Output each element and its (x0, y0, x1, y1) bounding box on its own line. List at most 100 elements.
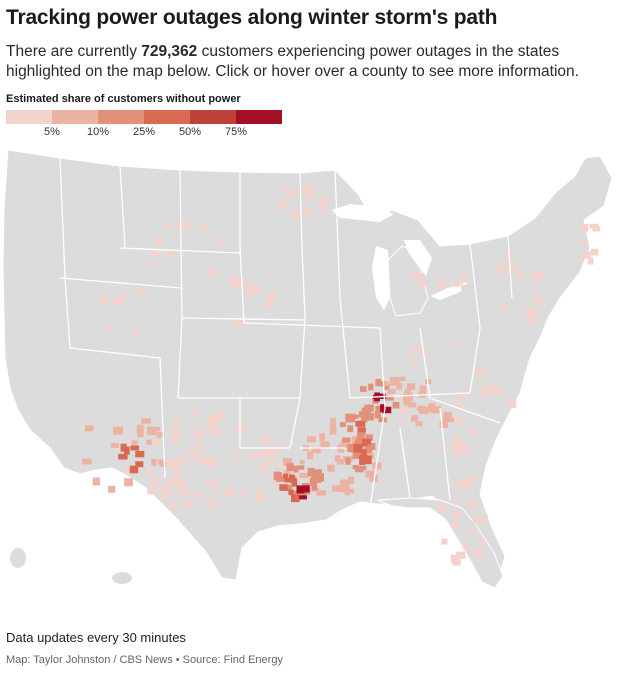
county-shape[interactable] (311, 482, 318, 491)
county-shape[interactable] (288, 489, 294, 496)
county-shape[interactable] (181, 490, 191, 496)
county-shape[interactable] (260, 465, 267, 474)
county-shape[interactable] (130, 445, 140, 451)
county-shape[interactable] (467, 501, 477, 508)
county-shape[interactable] (311, 471, 319, 481)
county-shape[interactable] (141, 418, 151, 424)
county-shape[interactable] (124, 446, 130, 455)
county-shape[interactable] (466, 529, 477, 534)
county-shape[interactable] (590, 248, 599, 256)
county-shape[interactable] (307, 451, 314, 460)
county-shape[interactable] (480, 387, 489, 396)
county-shape[interactable] (196, 455, 206, 462)
county-shape[interactable] (507, 400, 517, 409)
county-shape[interactable] (375, 405, 382, 412)
county-shape[interactable] (347, 425, 354, 433)
county-shape[interactable] (364, 447, 373, 454)
county-shape[interactable] (441, 538, 448, 545)
county-shape[interactable] (197, 422, 203, 429)
county-shape[interactable] (264, 460, 275, 466)
county-shape[interactable] (524, 310, 533, 318)
county-shape[interactable] (150, 264, 158, 269)
county-shape[interactable] (190, 408, 198, 416)
county-shape[interactable] (344, 488, 350, 496)
county-shape[interactable] (153, 477, 159, 485)
county-shape[interactable] (343, 483, 350, 491)
county-shape[interactable] (401, 420, 409, 426)
county-shape[interactable] (178, 484, 184, 493)
county-shape[interactable] (220, 410, 226, 420)
county-shape[interactable] (383, 381, 389, 387)
county-shape[interactable] (366, 443, 376, 451)
county-shape[interactable] (417, 273, 424, 280)
county-shape[interactable] (357, 431, 365, 439)
county-shape[interactable] (439, 420, 448, 428)
county-shape[interactable] (166, 251, 176, 256)
county-shape[interactable] (348, 489, 355, 494)
county-shape[interactable] (352, 414, 359, 419)
county-shape[interactable] (379, 381, 386, 387)
county-shape[interactable] (234, 318, 244, 328)
county-shape[interactable] (320, 441, 330, 449)
county-shape[interactable] (416, 405, 426, 411)
county-shape[interactable] (358, 427, 366, 433)
county-shape[interactable] (438, 280, 448, 286)
county-shape[interactable] (129, 465, 139, 474)
county-shape[interactable] (375, 379, 382, 387)
county-shape[interactable] (437, 283, 445, 291)
county-shape[interactable] (458, 394, 466, 401)
county-shape[interactable] (383, 384, 390, 390)
county-shape[interactable] (118, 453, 128, 460)
county-shape[interactable] (587, 257, 594, 265)
county-shape[interactable] (159, 485, 167, 490)
county-shape[interactable] (208, 498, 214, 504)
county-shape[interactable] (102, 296, 109, 305)
county-shape[interactable] (356, 436, 363, 442)
county-shape[interactable] (413, 346, 422, 353)
county-shape[interactable] (466, 480, 474, 487)
county-shape[interactable] (274, 472, 282, 480)
county-shape[interactable] (160, 494, 166, 500)
county-shape[interactable] (320, 195, 328, 202)
county-shape[interactable] (172, 434, 179, 440)
county-shape[interactable] (317, 201, 328, 206)
county-shape[interactable] (284, 484, 293, 491)
county-shape[interactable] (476, 550, 483, 559)
county-shape[interactable] (279, 201, 288, 209)
county-shape[interactable] (146, 439, 152, 445)
county-shape[interactable] (493, 386, 500, 393)
county-shape[interactable] (460, 284, 469, 290)
county-shape[interactable] (460, 445, 470, 453)
county-shape[interactable] (407, 402, 417, 408)
county-shape[interactable] (290, 210, 300, 219)
county-shape[interactable] (401, 406, 408, 415)
county-shape[interactable] (451, 281, 460, 287)
county-shape[interactable] (92, 477, 100, 486)
county-shape[interactable] (210, 503, 220, 508)
county-shape[interactable] (307, 436, 316, 443)
county-shape[interactable] (283, 473, 289, 479)
county-shape[interactable] (128, 437, 134, 446)
county-shape[interactable] (242, 489, 248, 499)
county-shape[interactable] (403, 393, 414, 402)
county-shape[interactable] (353, 449, 363, 457)
county-shape[interactable] (362, 438, 372, 445)
county-shape[interactable] (368, 383, 374, 391)
county-shape[interactable] (153, 426, 161, 432)
county-shape[interactable] (230, 279, 241, 288)
county-shape[interactable] (347, 443, 357, 453)
county-shape[interactable] (366, 434, 373, 441)
county-shape[interactable] (176, 457, 186, 463)
county-shape[interactable] (124, 478, 133, 487)
county-shape[interactable] (455, 417, 463, 426)
county-shape[interactable] (141, 294, 148, 301)
county-shape[interactable] (176, 478, 185, 486)
outage-counties[interactable] (82, 185, 601, 566)
county-shape[interactable] (256, 489, 262, 496)
county-shape[interactable] (267, 451, 277, 457)
county-shape[interactable] (363, 455, 372, 465)
county-shape[interactable] (156, 432, 165, 438)
county-shape[interactable] (293, 465, 299, 473)
county-shape[interactable] (406, 350, 413, 357)
county-shape[interactable] (361, 413, 368, 423)
